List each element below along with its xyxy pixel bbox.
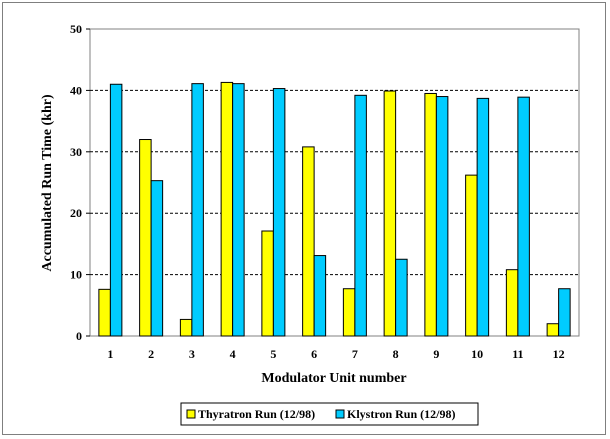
plot-area	[89, 28, 580, 337]
y-tick-label: 30	[70, 145, 82, 159]
y-tick-label: 10	[70, 268, 82, 282]
x-tick-label: 9	[433, 347, 439, 361]
bar-klystron	[313, 255, 327, 337]
bar-klystron	[517, 96, 530, 337]
bar-thyratron	[505, 269, 519, 337]
x-tick-label: 2	[148, 347, 154, 361]
y-axis-title: Accumulated Run Time (khr)	[40, 94, 55, 272]
bars	[98, 81, 571, 337]
bar-klystron	[150, 180, 164, 337]
bar-klystron	[272, 88, 286, 337]
bar-klystron	[191, 83, 204, 337]
bar-klystron	[476, 97, 490, 337]
bar-thyratron	[342, 288, 356, 337]
legend-label-thyratron: Thyratron Run (12/98)	[198, 407, 315, 421]
bar-klystron	[109, 83, 123, 337]
bar-thyratron	[424, 92, 437, 337]
bar-thyratron	[179, 318, 193, 337]
x-tick-label: 6	[311, 347, 317, 361]
x-tick-label: 3	[189, 347, 195, 361]
legend-swatch-klystron	[335, 409, 345, 419]
bar-thyratron	[220, 81, 234, 337]
y-tick-label: 0	[76, 329, 82, 343]
x-tick-label: 1	[107, 347, 113, 361]
legend-label-klystron: Klystron Run (12/98)	[347, 407, 455, 421]
bar-thyratron	[261, 230, 274, 337]
y-tick-label: 40	[70, 83, 82, 97]
bar-thyratron	[302, 146, 315, 337]
y-tick-label: 20	[70, 206, 82, 220]
chart-frame	[2, 2, 606, 435]
x-tick-label: 8	[393, 347, 399, 361]
x-tick-label: 11	[512, 347, 523, 361]
legend: Thyratron Run (12/98) Klystron Run (12/9…	[180, 402, 479, 426]
bar-thyratron	[139, 139, 152, 337]
legend-swatch-thyratron	[186, 409, 196, 419]
legend-box	[180, 402, 479, 426]
x-tick-label: 4	[230, 347, 236, 361]
x-axis-ticks: 1 2 3 4 5 6 7 8 9 10 11 12	[107, 347, 564, 361]
x-tick-label: 5	[270, 347, 276, 361]
bar-thyratron	[546, 323, 560, 337]
bar-klystron	[558, 288, 571, 337]
bar-klystron	[395, 258, 408, 337]
bar-klystron	[435, 96, 449, 337]
bar-klystron	[354, 94, 367, 337]
grid-lines	[90, 89, 579, 276]
x-tick-label: 7	[352, 347, 358, 361]
x-tick-label: 10	[471, 347, 483, 361]
y-axis-ticks: 0 10 20 30 40 50	[70, 22, 90, 343]
bar-klystron	[232, 83, 245, 337]
y-tick-label: 50	[70, 22, 82, 36]
x-tick-label: 12	[553, 347, 565, 361]
bar-thyratron	[98, 288, 111, 337]
bar-thyratron	[465, 174, 478, 337]
bar-thyratron	[383, 90, 397, 337]
x-axis-title: Modulator Unit number	[261, 371, 406, 386]
